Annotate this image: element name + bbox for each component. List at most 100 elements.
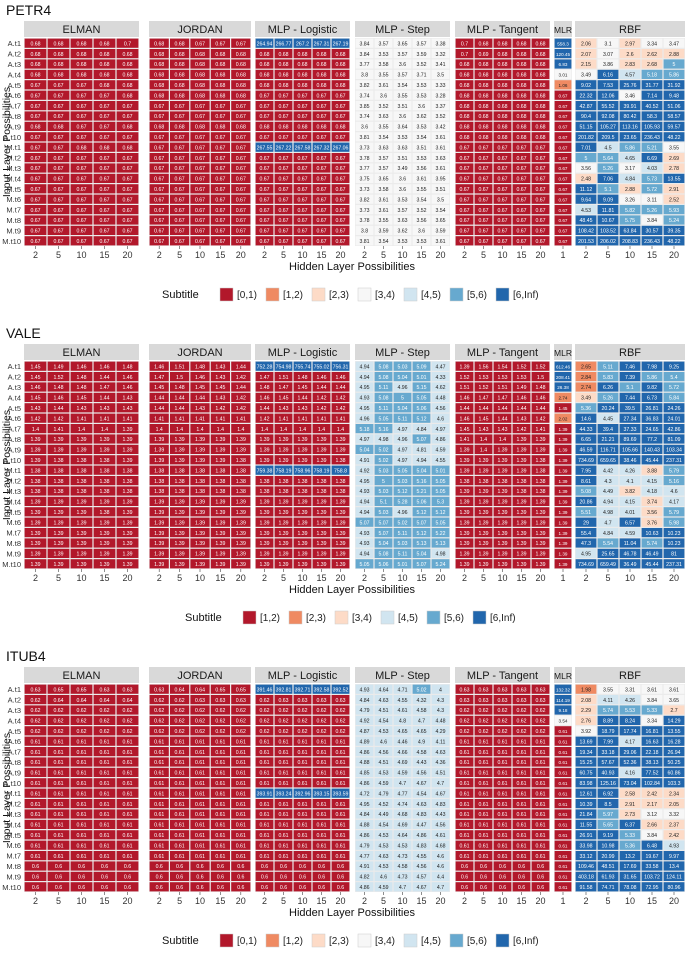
itub4-rbf-cell-label: 5.74 [603,708,613,714]
petr4-elman-cell [24,90,47,100]
vale-rbf-cell [597,403,619,413]
itub4-mlp-tangent-cell [474,726,493,736]
petr4-jordan-cell-label: 0.68 [236,52,246,58]
petr4-rbf-cell-label: 4.03 [647,166,657,172]
itub4-mlr-cell [554,736,572,746]
vale-mlp-logistic-cell [274,413,293,423]
itub4-mlp-tangent-cell-label: 0.61 [535,802,545,808]
vale-rbf-cell [575,486,597,496]
itub4-mlp-tangent-cell [512,809,531,819]
petr4-mlp-step-cell-label: 3.95 [435,177,445,183]
vale-mlp-logistic-cell [255,434,274,444]
petr4-mlp-step-cell [355,194,374,204]
itub4-rbf-cell [597,736,619,746]
vale-elman-cell-label: 1.48 [76,375,86,381]
petr4-mlp-step-panel-bg [355,38,450,246]
itub4-jordan-cell-label: 0.61 [195,843,205,849]
vale-mlp-step-cell [431,372,450,382]
vale-elman-cell [93,413,116,423]
itub4-mlp-step-cell-label: 4.86 [416,833,426,839]
vale-elman-cell [47,476,70,486]
petr4-mlp-logistic-cell-label: 0.68 [335,52,345,58]
vale-mlp-logistic-cell [312,559,331,569]
vale-jordan-cell-label: 1.41 [215,416,225,422]
itub4-elman-cell-label: 0.6 [101,864,108,870]
itub4-rbf-cell [619,705,641,715]
petr4-elman-cell-label: 0.67 [30,145,40,151]
petr4-rbf-cell-label: 5 [673,62,676,68]
petr4-rbf-cell [663,59,685,69]
petr4-mlp-tangent-cell-label: 0.68 [459,114,469,120]
vale-rbf-cell-label: 3.74 [647,500,657,506]
itub4-elman-cell [70,799,93,809]
petr4-jordan-cell-label: 0.68 [195,73,205,79]
itub4-elman-cell [70,705,93,715]
vale-jordan-cell [149,476,169,486]
itub4-mlp-tangent-cell-label: 0.62 [535,708,545,714]
petr4-elman-cell [116,59,139,69]
petr4-mlp-step-cell-label: 3.53 [397,197,407,203]
vale-rbf-cell [619,424,641,434]
itub4-jordan-cell [190,819,210,829]
petr4-mlp-tangent-cell [531,225,550,235]
itub4-mlp-step-cell [374,695,393,705]
itub4-mlp-step-cell-label: 4.67 [416,781,426,787]
itub4-elman-x-tick-label: 15 [99,896,109,906]
vale-mlp-tangent-cell-label: 1.39 [497,500,507,506]
petr4-mlp-step-cell-label: 3.53 [416,83,426,89]
itub4-mlp-logistic-cell [293,726,312,736]
petr4-rbf-cell [597,153,619,163]
petr4-rbf-cell [575,153,597,163]
itub4-rbf-cell-label: 3.61 [669,687,679,693]
itub4-rbf-cell [663,726,685,736]
vale-mlp-tangent-cell [455,361,474,371]
itub4-mlp-tangent-cell-label: 0.61 [478,833,488,839]
vale-rbf-cell-label: 44.33 [580,427,593,433]
vale-mlp-step-cell [412,486,431,496]
itub4-mlp-logistic-cell-label: 0.62 [335,708,345,714]
itub4-mlp-tangent-cell-label: 0.61 [497,771,507,777]
itub4-mlp-logistic-cell-label: 0.61 [278,843,288,849]
vale-mlp-step-cell-label: 4.93 [359,541,369,547]
itub4-mlp-step-cell [374,757,393,767]
vale-elman-cell-label: 1.39 [76,541,86,547]
itub4-rbf-cell-label: 5.65 [603,823,613,829]
itub4-elman-cell-label: 0.6 [55,864,62,870]
itub4-elman-cell-label: 0.61 [99,771,109,777]
vale-mlp-step-cell-label: 5.01 [416,375,426,381]
itub4-mlp-step-cell-label: 4.36 [435,760,445,766]
petr4-rbf-panel-bg [575,38,685,246]
petr4-mlp-step-cell-label: 3.55 [378,125,388,131]
petr4-mlp-tangent-cell [455,80,474,90]
vale-mlp-step-cell [431,403,450,413]
petr4-mlp-step-cell-label: 3.51 [416,145,426,151]
petr4-jordan-cell-label: 0.67 [215,114,225,120]
itub4-elman-cell-label: 0.61 [122,760,132,766]
petr4-x-axis-label: Hidden Layer Possibilities [289,261,415,273]
itub4-mlr-cell [554,715,572,725]
petr4-mlp-logistic-cell-label: 0.67 [278,208,288,214]
itub4-mlp-step-cell-label: 4.68 [397,812,407,818]
petr4-mlp-logistic-cell [293,215,312,225]
itub4-jordan-cell [190,757,210,767]
vale-jordan-cell-label: 1.39 [215,541,225,547]
petr4-rbf-cell-label: 58.57 [668,114,681,120]
petr4-mlp-logistic-x-tick-label: 10 [297,250,307,260]
petr4-mlp-step-cell-label: 3.71 [416,73,426,79]
petr4-mlp-step-cell [393,173,412,183]
vale-mlp-tangent-cell-label: 1.52 [459,375,469,381]
vale-rbf-cell [575,444,597,454]
petr4-mlp-logistic-cell-label: 0.68 [259,62,269,68]
vale-mlr-cell-label: 1.39 [559,468,568,473]
vale-mlp-step-strip [355,344,450,360]
itub4-mlp-logistic-cell-label: 0.61 [259,739,269,745]
itub4-mlp-step-cell-label: 4.86 [359,750,369,756]
petr4-rbf-cell-label: 4.53 [581,208,591,214]
itub4-mlp-step-cell-label: 4.68 [435,843,445,849]
vale-rbf-cell-label: 3.88 [647,468,657,474]
petr4-elman-cell [116,69,139,79]
vale-jordan-cell-label: 1.39 [154,500,164,506]
petr4-mlp-step-cell-label: 3.64 [397,125,407,131]
petr4-elman-cell-label: 0.68 [99,73,109,79]
petr4-mlp-logistic-cell-label: 0.68 [335,125,345,131]
